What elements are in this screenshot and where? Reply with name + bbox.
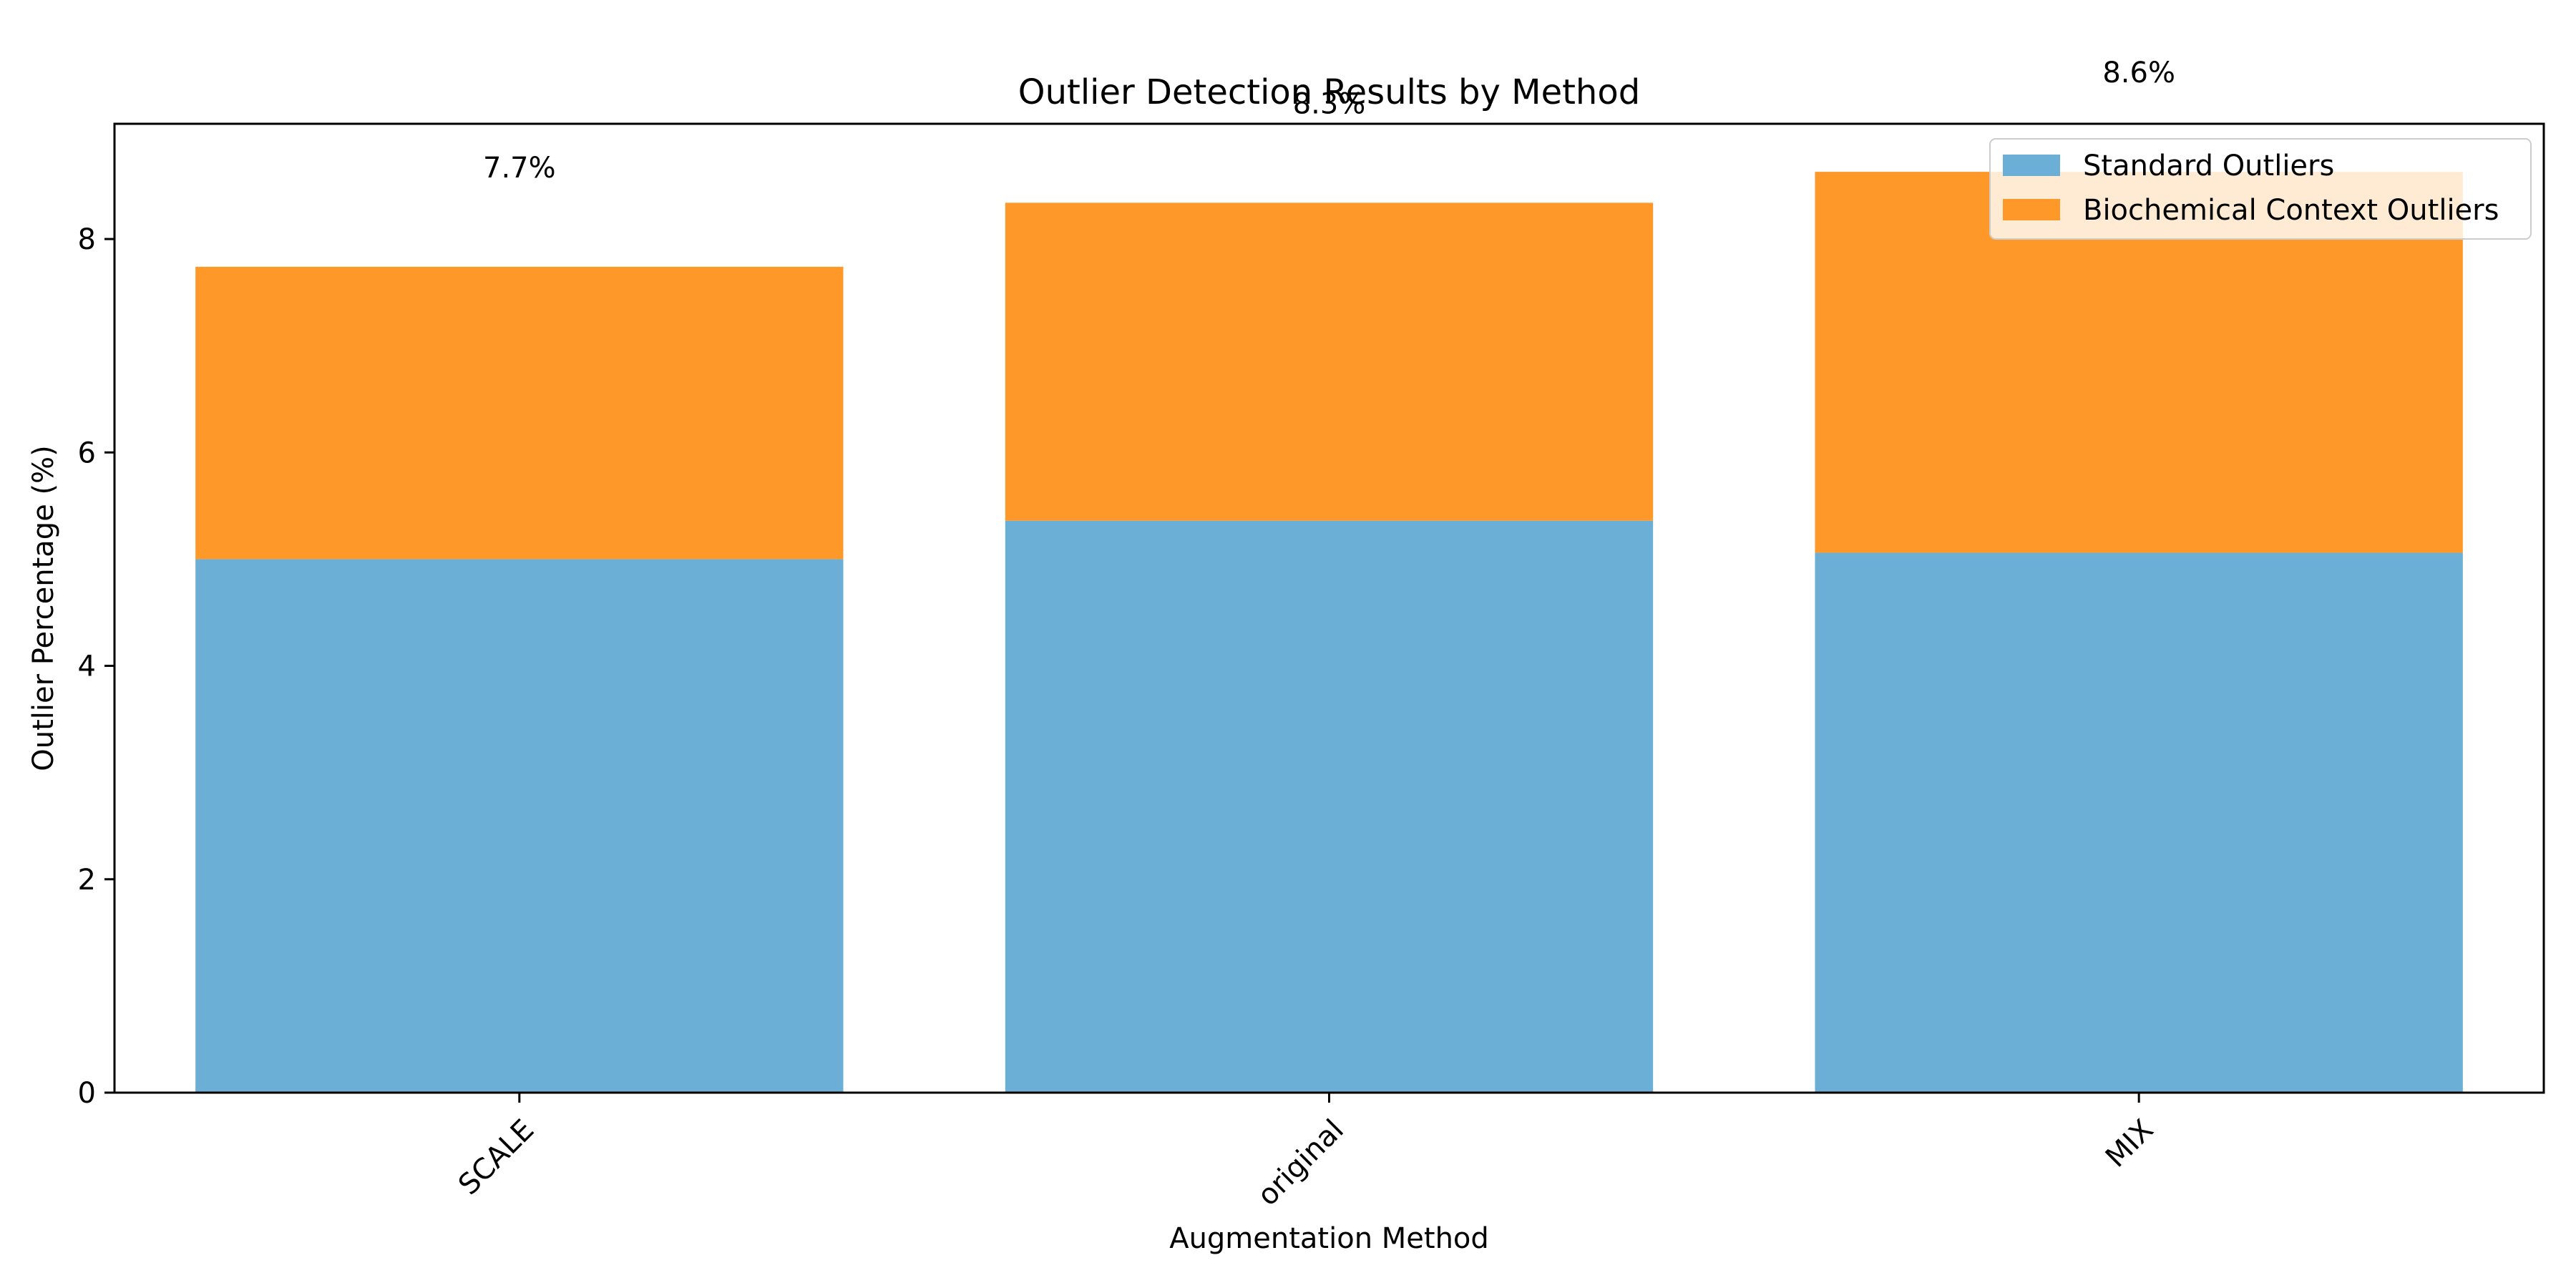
legend-box xyxy=(1989,138,2532,240)
bar-scale-series-0 xyxy=(195,559,844,1093)
x-tick-label-mix: MIX xyxy=(2099,1113,2160,1174)
total-label-scale: 7.7% xyxy=(483,152,556,185)
y-tick-label-0: 0 xyxy=(78,1077,96,1110)
total-label-mix: 8.6% xyxy=(2102,57,2175,89)
x-tick-label-scale: SCALE xyxy=(452,1113,540,1201)
chart-title: Outlier Detection Results by Method xyxy=(1018,72,1640,112)
y-tick-label-6: 6 xyxy=(78,436,96,469)
x-tick-label-original: original xyxy=(1252,1113,1350,1212)
legend-swatch-0 xyxy=(2003,155,2060,176)
y-tick-label-4: 4 xyxy=(78,650,96,683)
y-tick-label-8: 8 xyxy=(78,223,96,256)
legend-label-0: Standard Outliers xyxy=(2083,150,2334,182)
y-tick-label-2: 2 xyxy=(78,864,96,897)
bar-original-series-0 xyxy=(1005,520,1654,1093)
bars-layer xyxy=(195,172,2463,1093)
legend-label-1: Biochemical Context Outliers xyxy=(2083,194,2499,227)
x-axis-label: Augmentation Method xyxy=(1169,1222,1489,1255)
total-label-original: 8.3% xyxy=(1293,87,1366,120)
bar-scale-series-1 xyxy=(195,266,844,560)
legend-layer: Standard Outliers Biochemical Context Out… xyxy=(1989,138,2532,240)
legend-swatch-1 xyxy=(2003,199,2060,220)
y-axis-label: Outlier Percentage (%) xyxy=(27,445,60,771)
bar-mix-series-0 xyxy=(1815,552,2463,1093)
bar-original-series-1 xyxy=(1005,203,1654,521)
labels-layer: 7.7% 8.3% 8.6% Outlier Detection Results by… xyxy=(27,57,2175,1255)
